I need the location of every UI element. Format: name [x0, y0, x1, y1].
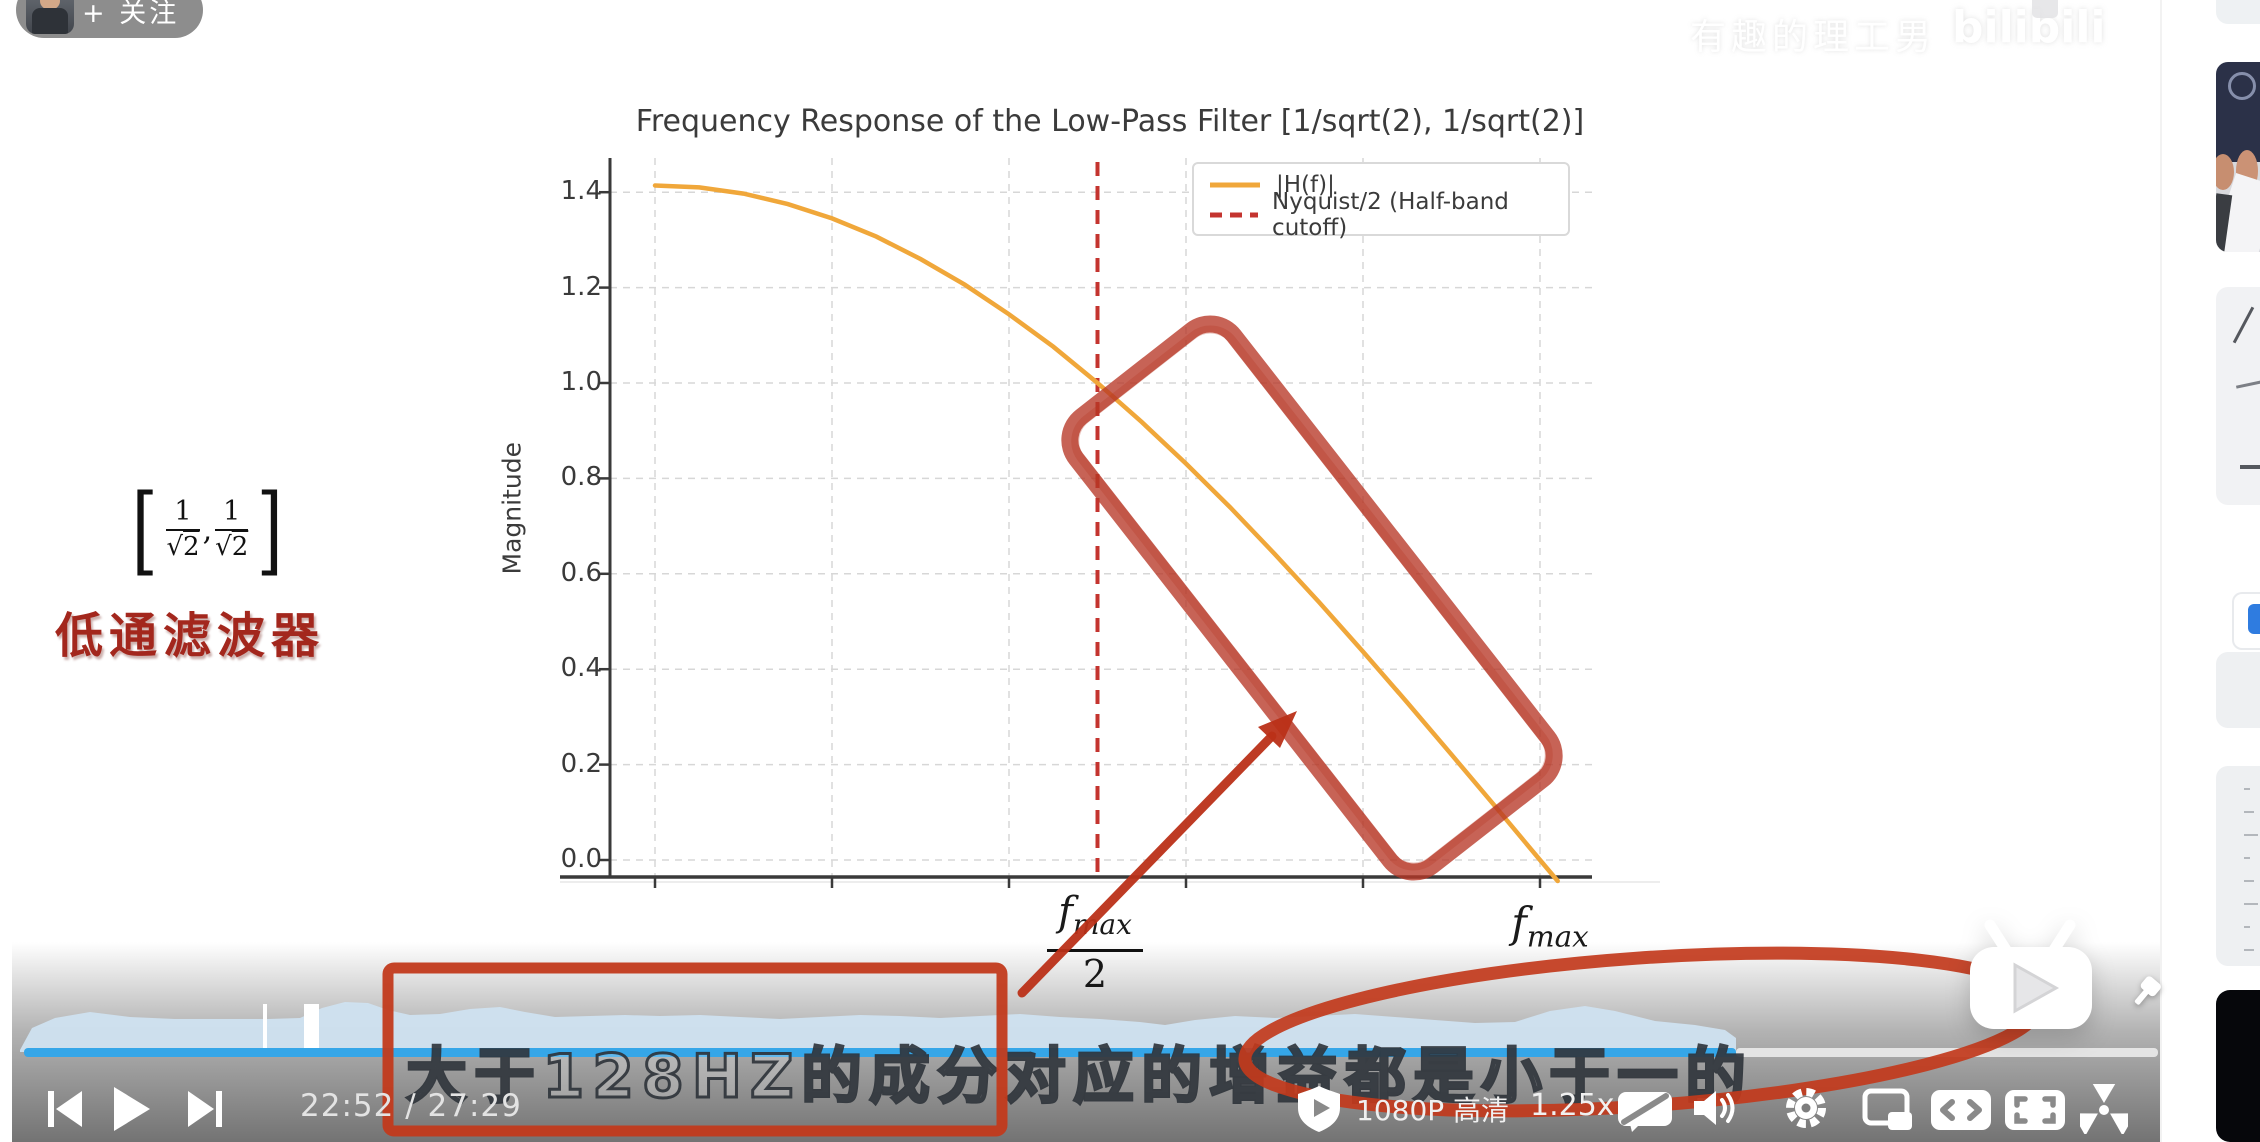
- y-tick-label: 1.2: [560, 271, 602, 302]
- y-tick-label: 0.6: [560, 557, 602, 588]
- sidebar-card[interactable]: [2216, 287, 2260, 505]
- settings-gear-icon[interactable]: [1782, 1084, 1830, 1132]
- red-dashed-swatch: [1210, 212, 1259, 218]
- player-right-edge: [2160, 0, 2162, 1142]
- filter-coefficients-formula: [ 1 √2 , 1 √2 ]: [131, 474, 284, 586]
- y-tick-label: 1.4: [560, 176, 602, 207]
- y-tick-label: 0.4: [560, 653, 602, 684]
- chart-legend: |H(f)| Nyquist/2 (Half-band cutoff): [1192, 162, 1570, 241]
- thumbnail-swirl: [2228, 72, 2256, 100]
- pin-icon[interactable]: [2126, 972, 2166, 1020]
- sidebar-video-thumbnail-dark[interactable]: [2216, 990, 2260, 1142]
- follow-button-label: + 关注: [82, 0, 180, 29]
- previous-button[interactable]: [46, 1090, 86, 1128]
- picture-in-picture-icon[interactable]: [1862, 1088, 1914, 1132]
- legend-item-nyquist: Nyquist/2 (Half-band cutoff): [1208, 189, 1568, 241]
- quality-button[interactable]: 1080P 高清: [1356, 1094, 1510, 1127]
- sidebar-card[interactable]: [2216, 766, 2260, 966]
- danmaku-off-icon[interactable]: [1616, 1088, 1676, 1134]
- volume-icon[interactable]: [1692, 1088, 1738, 1128]
- time-display: 22:52 / 27:29: [300, 1088, 522, 1124]
- legend-label: Nyquist/2 (Half-band cutoff): [1272, 189, 1509, 241]
- sidebar-video-thumbnail[interactable]: [2216, 62, 2260, 252]
- chart-title: Frequency Response of the Low-Pass Filte…: [635, 104, 1585, 139]
- watermark-channel-name: 有趣的理工男: [1690, 17, 1937, 58]
- bilibili-tv-icon: [1960, 905, 2110, 1039]
- fullscreen-icon[interactable]: [2004, 1088, 2066, 1132]
- lowpass-filter-chinese-label: 低通滤波器: [55, 608, 326, 664]
- legend-label: |H(f)|: [1276, 172, 1335, 198]
- sidebar-blue-chip[interactable]: [2248, 604, 2260, 634]
- watermark-badge: [2032, 0, 2058, 18]
- shield-play-icon[interactable]: [1296, 1084, 1342, 1134]
- y-tick-label: 0.0: [560, 844, 602, 874]
- y-tick-label: 1.0: [560, 367, 602, 397]
- sidebar-card[interactable]: [2216, 0, 2260, 24]
- next-button[interactable]: [184, 1090, 224, 1128]
- extension-radiation-icon[interactable]: [2080, 1084, 2128, 1134]
- speed-button[interactable]: 1.25x: [1530, 1088, 1615, 1123]
- bilibili-logo-watermark: bilibili: [1952, 2, 2106, 53]
- sidebar-card[interactable]: [2216, 652, 2260, 728]
- y-tick-label: 0.8: [560, 462, 602, 493]
- play-button[interactable]: [112, 1086, 152, 1132]
- uploader-avatar[interactable]: [26, 0, 74, 34]
- widescreen-icon[interactable]: [1930, 1088, 1992, 1132]
- orange-line-swatch: [1210, 182, 1260, 188]
- legend-item-hf: |H(f)|: [1208, 170, 1568, 200]
- y-tick-label: 0.2: [560, 748, 602, 779]
- channel-watermark: 有趣的理工男 bilibili: [1690, 2, 2106, 60]
